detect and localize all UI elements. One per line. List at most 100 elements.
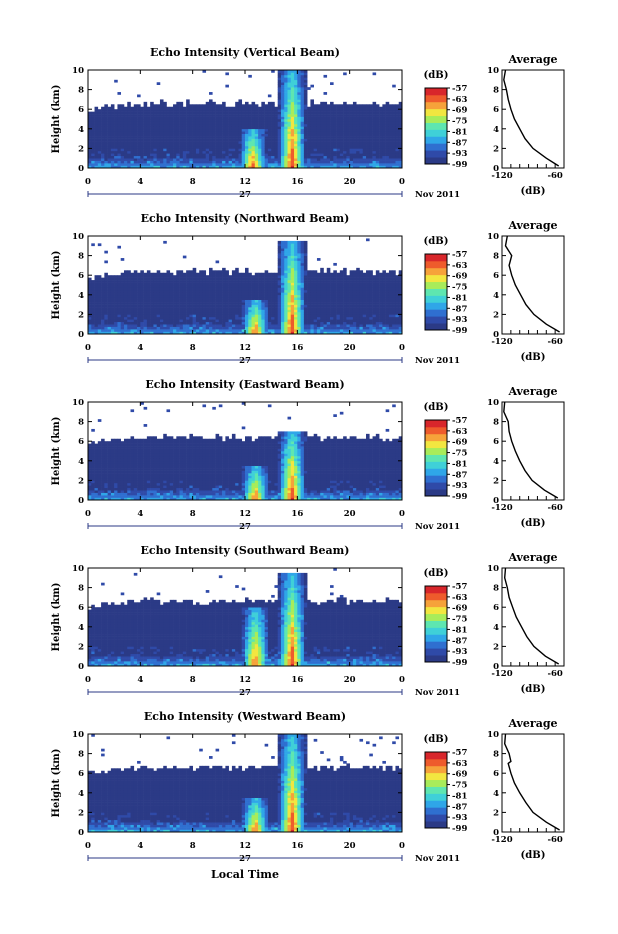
heatmap-cell — [137, 156, 141, 159]
heatmap-cell — [176, 126, 180, 129]
heatmap-cell — [379, 124, 383, 127]
heatmap-cell — [245, 273, 249, 276]
heatmap-cell — [216, 112, 220, 115]
heatmap-cell — [317, 153, 321, 156]
heatmap-cell — [117, 151, 121, 154]
heatmap-cell — [307, 314, 311, 317]
height-tick-label: 4 — [78, 125, 84, 135]
heatmap-cell — [206, 317, 210, 320]
heatmap-cell — [294, 300, 298, 303]
heatmap-cell — [327, 322, 331, 325]
heatmap-cell — [140, 317, 144, 320]
heatmap-cell — [131, 144, 135, 147]
heatmap-cell — [238, 297, 242, 300]
heatmap-cell — [353, 163, 357, 166]
heatmap-cell — [258, 109, 262, 112]
heatmap-cell — [284, 107, 288, 110]
heatmap-cell — [353, 144, 357, 147]
heatmap-cell — [301, 136, 305, 139]
heatmap-cell — [225, 307, 229, 310]
heatmap-cell — [176, 302, 180, 305]
heatmap-cell — [173, 307, 177, 310]
heatmap-cell — [150, 327, 154, 330]
heatmap-cell — [183, 146, 187, 149]
heatmap-cell — [301, 75, 305, 78]
heatmap-cell — [324, 310, 328, 313]
heatmap-cell — [222, 317, 226, 320]
heatmap-cell — [297, 90, 301, 93]
heatmap-cell — [337, 136, 341, 139]
heatmap-cell — [189, 153, 193, 156]
heatmap-cell — [281, 265, 285, 268]
heatmap-cell — [369, 144, 373, 147]
heatmap-cell — [314, 329, 318, 332]
heatmap-cell — [340, 104, 344, 107]
heatmap-cell — [307, 300, 311, 303]
heatmap-cell — [189, 151, 193, 154]
heatmap-cell — [373, 131, 377, 134]
heatmap-cell — [343, 112, 347, 115]
heatmap-cell — [117, 129, 121, 132]
heatmap-cell — [144, 112, 148, 115]
heatmap-cell — [160, 290, 164, 293]
heatmap-cell — [196, 161, 200, 164]
heatmap-cell — [350, 285, 354, 288]
heatmap-cell — [265, 104, 269, 107]
heatmap-cell — [196, 280, 200, 283]
heatmap-cell — [238, 300, 242, 303]
heatmap-cell — [163, 109, 167, 112]
heatmap-cell — [255, 156, 259, 159]
heatmap-cell — [134, 270, 138, 273]
heatmap-cell — [258, 121, 262, 124]
profile-height-label: 6 — [493, 105, 499, 115]
heatmap-cell — [144, 114, 148, 117]
heatmap-cell — [235, 275, 239, 278]
heatmap-cell — [274, 163, 278, 166]
profile-x-label: -120 — [491, 171, 512, 181]
heatmap-cell — [170, 283, 174, 286]
heatmap-cell — [314, 273, 318, 276]
heatmap-cell — [157, 280, 161, 283]
heatmap-cell — [353, 104, 357, 107]
heatmap-cell — [248, 136, 252, 139]
heatmap-cell — [167, 283, 171, 286]
heatmap-cell — [216, 285, 220, 288]
heatmap-cell — [268, 144, 272, 147]
heatmap-cell — [281, 80, 285, 83]
heatmap-cell — [317, 126, 321, 129]
heatmap-cell — [160, 322, 164, 325]
heatmap-cell — [193, 285, 197, 288]
heatmap-cell — [209, 112, 213, 115]
heatmap-cell — [281, 285, 285, 288]
heatmap-cell — [310, 163, 314, 166]
heatmap-cell — [373, 161, 377, 164]
heatmap-cell — [183, 112, 187, 115]
heatmap-cell — [340, 139, 344, 142]
heatmap-cell — [340, 270, 344, 273]
heatmap-cell — [193, 129, 197, 132]
heatmap-cell — [153, 136, 157, 139]
heatmap-cell — [258, 134, 262, 137]
heatmap-cell — [212, 139, 216, 142]
heatmap-cell — [288, 261, 292, 264]
heatmap-cell — [386, 131, 390, 134]
heatmap-cell — [114, 126, 118, 129]
heatmap-cell — [346, 283, 350, 286]
heatmap-cell — [291, 114, 295, 117]
heatmap-cell — [189, 146, 193, 149]
heatmap-cell — [245, 146, 249, 149]
heatmap-cell — [261, 139, 265, 142]
heatmap-cell — [137, 273, 141, 276]
heatmap-cell — [186, 124, 190, 127]
heatmap-cell — [111, 136, 115, 139]
heatmap-cell — [104, 144, 108, 147]
heatmap-cell — [314, 270, 318, 273]
heatmap-cell — [183, 131, 187, 134]
heatmap-cell — [337, 314, 341, 317]
heatmap-cell — [327, 141, 331, 144]
heatmap-cell — [111, 109, 115, 112]
heatmap-cell — [104, 310, 108, 313]
heatmap-cell — [101, 280, 105, 283]
heatmap-cell — [104, 104, 108, 107]
heatmap-cell — [301, 317, 305, 320]
